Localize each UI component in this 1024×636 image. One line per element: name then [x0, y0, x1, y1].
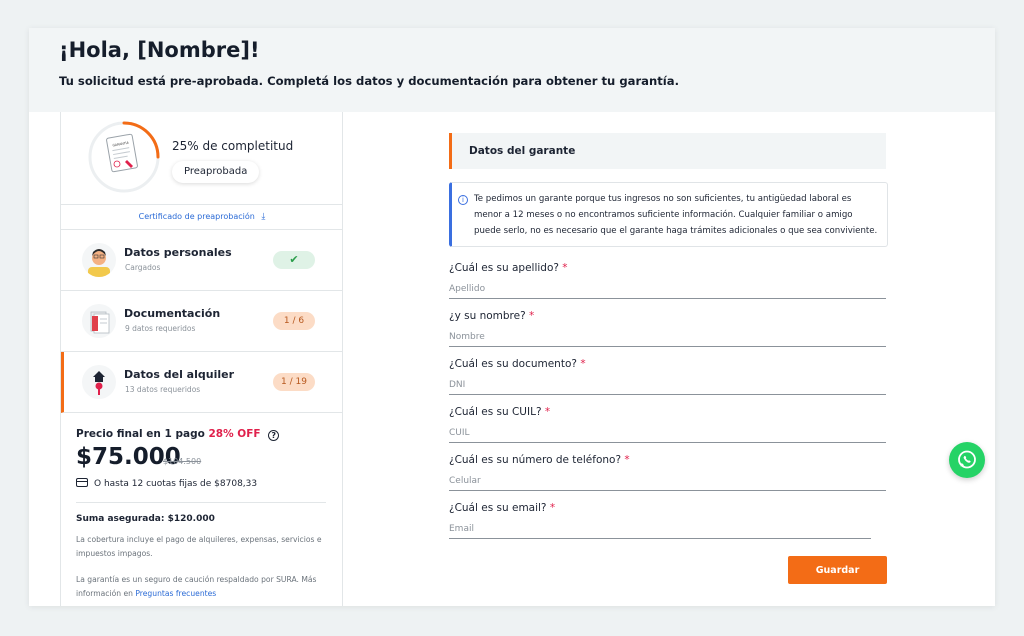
required-mark: * — [580, 358, 586, 370]
section-title: Datos del garante — [469, 145, 576, 157]
info-text: Te pedimos un garante porque tus ingreso… — [474, 194, 878, 236]
certificate-link[interactable]: Certificado de preaprobación ⤓ — [61, 204, 343, 230]
field-label-text: ¿y su nombre? — [449, 310, 526, 322]
page-header: ¡Hola, [Nombre]! Tu solicitud está pre-a… — [29, 28, 995, 112]
cuil-input[interactable] — [449, 424, 886, 443]
required-mark: * — [544, 406, 551, 418]
guarantee-document-icon: GARANTÍA — [106, 133, 138, 173]
whatsapp-icon — [958, 450, 976, 469]
step-title: Datos personales — [124, 246, 232, 259]
download-icon: ⤓ — [261, 212, 266, 222]
completion-label: 25% de completitud — [172, 139, 294, 153]
sidebar: GARANTÍA 25% de completitud Preaprobada … — [60, 112, 343, 606]
whatsapp-button[interactable] — [949, 442, 985, 478]
person-avatar-icon — [82, 243, 116, 277]
field-label-text: ¿Cuál es su documento? — [449, 358, 577, 370]
discount-badge: 28% OFF — [208, 428, 261, 440]
price-label: Precio final en 1 pago 28% OFF ? — [76, 428, 280, 441]
price-label-text: Precio final en 1 pago — [76, 428, 205, 440]
documents-icon — [82, 304, 116, 338]
coverage-text: La cobertura incluye el pago de alquiler… — [76, 535, 322, 558]
email-input[interactable] — [449, 520, 871, 539]
step-subtitle: 13 datos requeridos — [125, 385, 201, 394]
section-header: Datos del garante — [449, 133, 886, 169]
step-subtitle: Cargados — [125, 263, 161, 272]
apellido-input[interactable] — [449, 280, 886, 299]
field-label: ¿Cuál es su email? * — [449, 502, 555, 514]
field-label: ¿Cuál es su CUIL? * — [449, 406, 550, 418]
required-mark: * — [624, 454, 630, 466]
step-title: Documentación — [124, 307, 221, 320]
page-title: ¡Hola, [Nombre]! — [59, 38, 260, 62]
field-label-text: ¿Cuál es su CUIL? — [449, 406, 542, 418]
step-count-badge: 1 / 6 — [273, 312, 315, 330]
step-datos-alquiler[interactable]: Datos del alquiler 13 datos requeridos 1… — [61, 352, 343, 413]
check-icon: ✔ — [273, 251, 315, 269]
old-price: $104.500 — [163, 457, 202, 466]
insured-amount: Suma asegurada: $120.000 — [76, 514, 215, 524]
certificate-link-label: Certificado de preaprobación — [138, 212, 255, 221]
installments: O hasta 12 cuotas fijas de $8708,33 — [76, 478, 257, 489]
final-price: $75.000 — [76, 444, 181, 470]
help-icon[interactable]: ? — [268, 430, 280, 441]
main-card: ¡Hola, [Nombre]! Tu solicitud está pre-a… — [29, 28, 995, 606]
status-badge: Preaprobada — [172, 161, 260, 183]
info-box: i Te pedimos un garante porque tus ingre… — [449, 182, 888, 247]
info-icon: i — [458, 195, 468, 205]
save-button[interactable]: Guardar — [788, 556, 887, 584]
nombre-input[interactable] — [449, 328, 886, 347]
required-mark: * — [549, 502, 556, 514]
celular-input[interactable] — [449, 472, 886, 491]
required-mark: * — [562, 262, 568, 274]
dni-input[interactable] — [449, 376, 886, 395]
credit-card-icon — [76, 478, 88, 487]
step-subtitle: 9 datos requeridos — [125, 324, 196, 333]
installments-text: O hasta 12 cuotas fijas de $8708,33 — [94, 479, 258, 489]
sura-note-text: La garantía es un seguro de caución resp… — [76, 575, 317, 598]
progress-ring: GARANTÍA — [88, 121, 160, 193]
field-label-text: ¿Cuál es su apellido? — [449, 262, 559, 274]
field-label-text: ¿Cuál es su email? — [449, 502, 547, 514]
svg-text:GARANTÍA: GARANTÍA — [112, 140, 130, 148]
page-subtitle: Tu solicitud está pre-aprobada. Completá… — [59, 74, 679, 88]
field-label-text: ¿Cuál es su número de teléfono? — [449, 454, 622, 466]
faq-link[interactable]: Preguntas frecuentes — [135, 588, 217, 598]
step-datos-personales[interactable]: Datos personales Cargados ✔ — [61, 230, 343, 291]
divider — [76, 502, 326, 503]
required-mark: * — [529, 310, 535, 322]
step-count-badge: 1 / 19 — [273, 373, 315, 391]
field-label: ¿Cuál es su documento? * — [449, 358, 586, 370]
field-label: ¿y su nombre? * — [449, 310, 534, 322]
step-documentacion[interactable]: Documentación 9 datos requeridos 1 / 6 — [61, 291, 343, 352]
sura-note: La garantía es un seguro de caución resp… — [76, 573, 326, 600]
field-label: ¿Cuál es su número de teléfono? * — [449, 454, 630, 466]
step-title: Datos del alquiler — [124, 368, 235, 381]
house-key-icon — [82, 365, 116, 399]
field-label: ¿Cuál es su apellido? * — [449, 262, 568, 274]
